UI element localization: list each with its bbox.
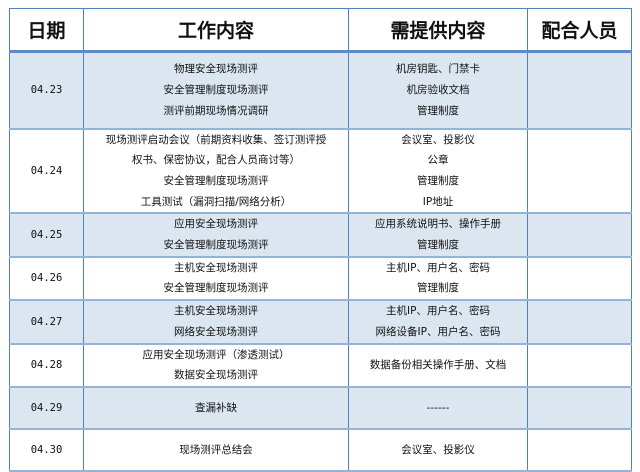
provide-item: 会议室、投影仪 [401, 443, 475, 456]
date-cell: 04.30 [9, 428, 84, 472]
staff-cell [527, 51, 632, 130]
table-row: 04.24 现场测评启动会议（前期资料收集、签订测评授 权书、保密协议，配合人员商讨… [9, 128, 632, 215]
provide-item: IP地址 [422, 195, 454, 208]
provide-cell: ------ [348, 386, 528, 430]
header-row: 日期 工作内容 需提供内容 配合人员 [9, 8, 632, 53]
table-row: 04.30 现场测评总结会 会议室、投影仪 [9, 428, 632, 472]
date-cell: 04.27 [9, 300, 84, 345]
date-cell: 04.25 [9, 213, 84, 258]
date-cell: 04.26 [9, 256, 84, 302]
header-work: 工作内容 [83, 8, 349, 53]
staff-cell [527, 300, 632, 345]
staff-cell [527, 213, 632, 258]
work-item: 物理安全现场测评 [174, 63, 258, 76]
provide-item: 管理制度 [417, 104, 459, 117]
work-cell: 现场测评总结会 [83, 428, 349, 472]
date-cell: 04.28 [9, 343, 84, 388]
work-item: 安全管理制度现场测评 [163, 83, 269, 96]
staff-cell [527, 428, 632, 472]
table-row: 04.29 查漏补缺 ------ [9, 386, 632, 430]
work-item: 现场测评总结会 [179, 443, 253, 456]
header-date: 日期 [9, 8, 84, 53]
provide-item: 管理制度 [417, 174, 459, 187]
provide-cell: 主机IP、用户名、密码 网络设备IP、用户名、密码 [348, 300, 528, 345]
work-item: 网络安全现场测评 [174, 325, 258, 338]
date-cell: 04.24 [9, 128, 84, 215]
table-row: 04.28 应用安全现场测评（渗透测试） 数据安全现场测评 数据备份相关操作手册、文档 [9, 343, 632, 388]
work-item: 权书、保密协议，配合人员商讨等） [132, 154, 300, 167]
work-item: 查漏补缺 [195, 401, 237, 414]
header-staff: 配合人员 [527, 8, 632, 53]
work-cell: 物理安全现场测评 安全管理制度现场测评 测评前期现场情况调研 [83, 51, 349, 130]
provide-item: 主机IP、用户名、密码 [386, 261, 490, 274]
schedule-table: 日期 工作内容 需提供内容 配合人员 04.23 物理安全现场测评 安全管理制度现场… [9, 8, 632, 472]
provide-item: 数据备份相关操作手册、文档 [369, 358, 507, 371]
provide-item: 公章 [427, 154, 449, 167]
provide-item: 会议室、投影仪 [401, 133, 475, 146]
provide-item: 主机IP、用户名、密码 [386, 305, 490, 318]
provide-cell: 会议室、投影仪 [348, 428, 528, 472]
provide-cell: 主机IP、用户名、密码 管理制度 [348, 256, 528, 302]
work-item: 工具测试（漏洞扫描/网络分析） [140, 195, 292, 208]
work-cell: 主机安全现场测评 网络安全现场测评 [83, 300, 349, 345]
work-cell: 主机安全现场测评 安全管理制度现场测评 [83, 256, 349, 302]
work-item: 测评前期现场情况调研 [163, 104, 269, 117]
provide-cell: 会议室、投影仪 公章管理制度 IP地址 [348, 128, 528, 215]
header-provide: 需提供内容 [348, 8, 528, 53]
provide-item: 管理制度 [417, 282, 459, 295]
work-cell: 应用安全现场测评（渗透测试） 数据安全现场测评 [83, 343, 349, 388]
provide-item: 机房钥匙、门禁卡 [396, 63, 480, 76]
provide-cell: 机房钥匙、门禁卡 机房验收文档 管理制度 [348, 51, 528, 130]
date-cell: 04.23 [9, 51, 84, 130]
provide-item: 应用系统说明书、操作手册 [375, 218, 501, 231]
work-cell: 查漏补缺 [83, 386, 349, 430]
staff-cell [527, 256, 632, 302]
staff-cell [527, 386, 632, 430]
provide-item: 网络设备IP、用户名、密码 [375, 325, 501, 338]
provide-item: 管理制度 [417, 239, 459, 252]
table-row: 04.25 应用安全现场测评 安全管理制度现场测评 应用系统说明书、操作手册 管理制度 [9, 213, 632, 258]
staff-cell [527, 128, 632, 215]
provide-cell: 数据备份相关操作手册、文档 [348, 343, 528, 388]
work-item: 主机安全现场测评 [174, 261, 258, 274]
table-row: 04.23 物理安全现场测评 安全管理制度现场测评 测评前期现场情况调研 机房钥匙、门禁… [9, 51, 632, 130]
work-cell: 应用安全现场测评 安全管理制度现场测评 [83, 213, 349, 258]
provide-cell: 应用系统说明书、操作手册 管理制度 [348, 213, 528, 258]
work-cell: 现场测评启动会议（前期资料收集、签订测评授 权书、保密协议，配合人员商讨等） 安全管… [83, 128, 349, 215]
provide-item: ------ [426, 401, 450, 414]
work-item: 安全管理制度现场测评 [163, 174, 269, 187]
work-item: 安全管理制度现场测评 [163, 282, 269, 295]
table-row: 04.26 主机安全现场测评 安全管理制度现场测评 主机IP、用户名、密码 管理制度 [9, 256, 632, 302]
work-item: 现场测评启动会议（前期资料收集、签订测评授 [105, 133, 327, 146]
work-item: 安全管理制度现场测评 [163, 239, 269, 252]
staff-cell [527, 343, 632, 388]
work-item: 应用安全现场测评 [174, 218, 258, 231]
table-row: 04.27 主机安全现场测评 网络安全现场测评 主机IP、用户名、密码 网络设备IP、用… [9, 300, 632, 345]
provide-item: 机房验收文档 [406, 83, 470, 96]
work-item: 应用安全现场测评（渗透测试） [142, 348, 290, 361]
work-item: 主机安全现场测评 [174, 305, 258, 318]
date-cell: 04.29 [9, 386, 84, 430]
work-item: 数据安全现场测评 [174, 369, 258, 382]
